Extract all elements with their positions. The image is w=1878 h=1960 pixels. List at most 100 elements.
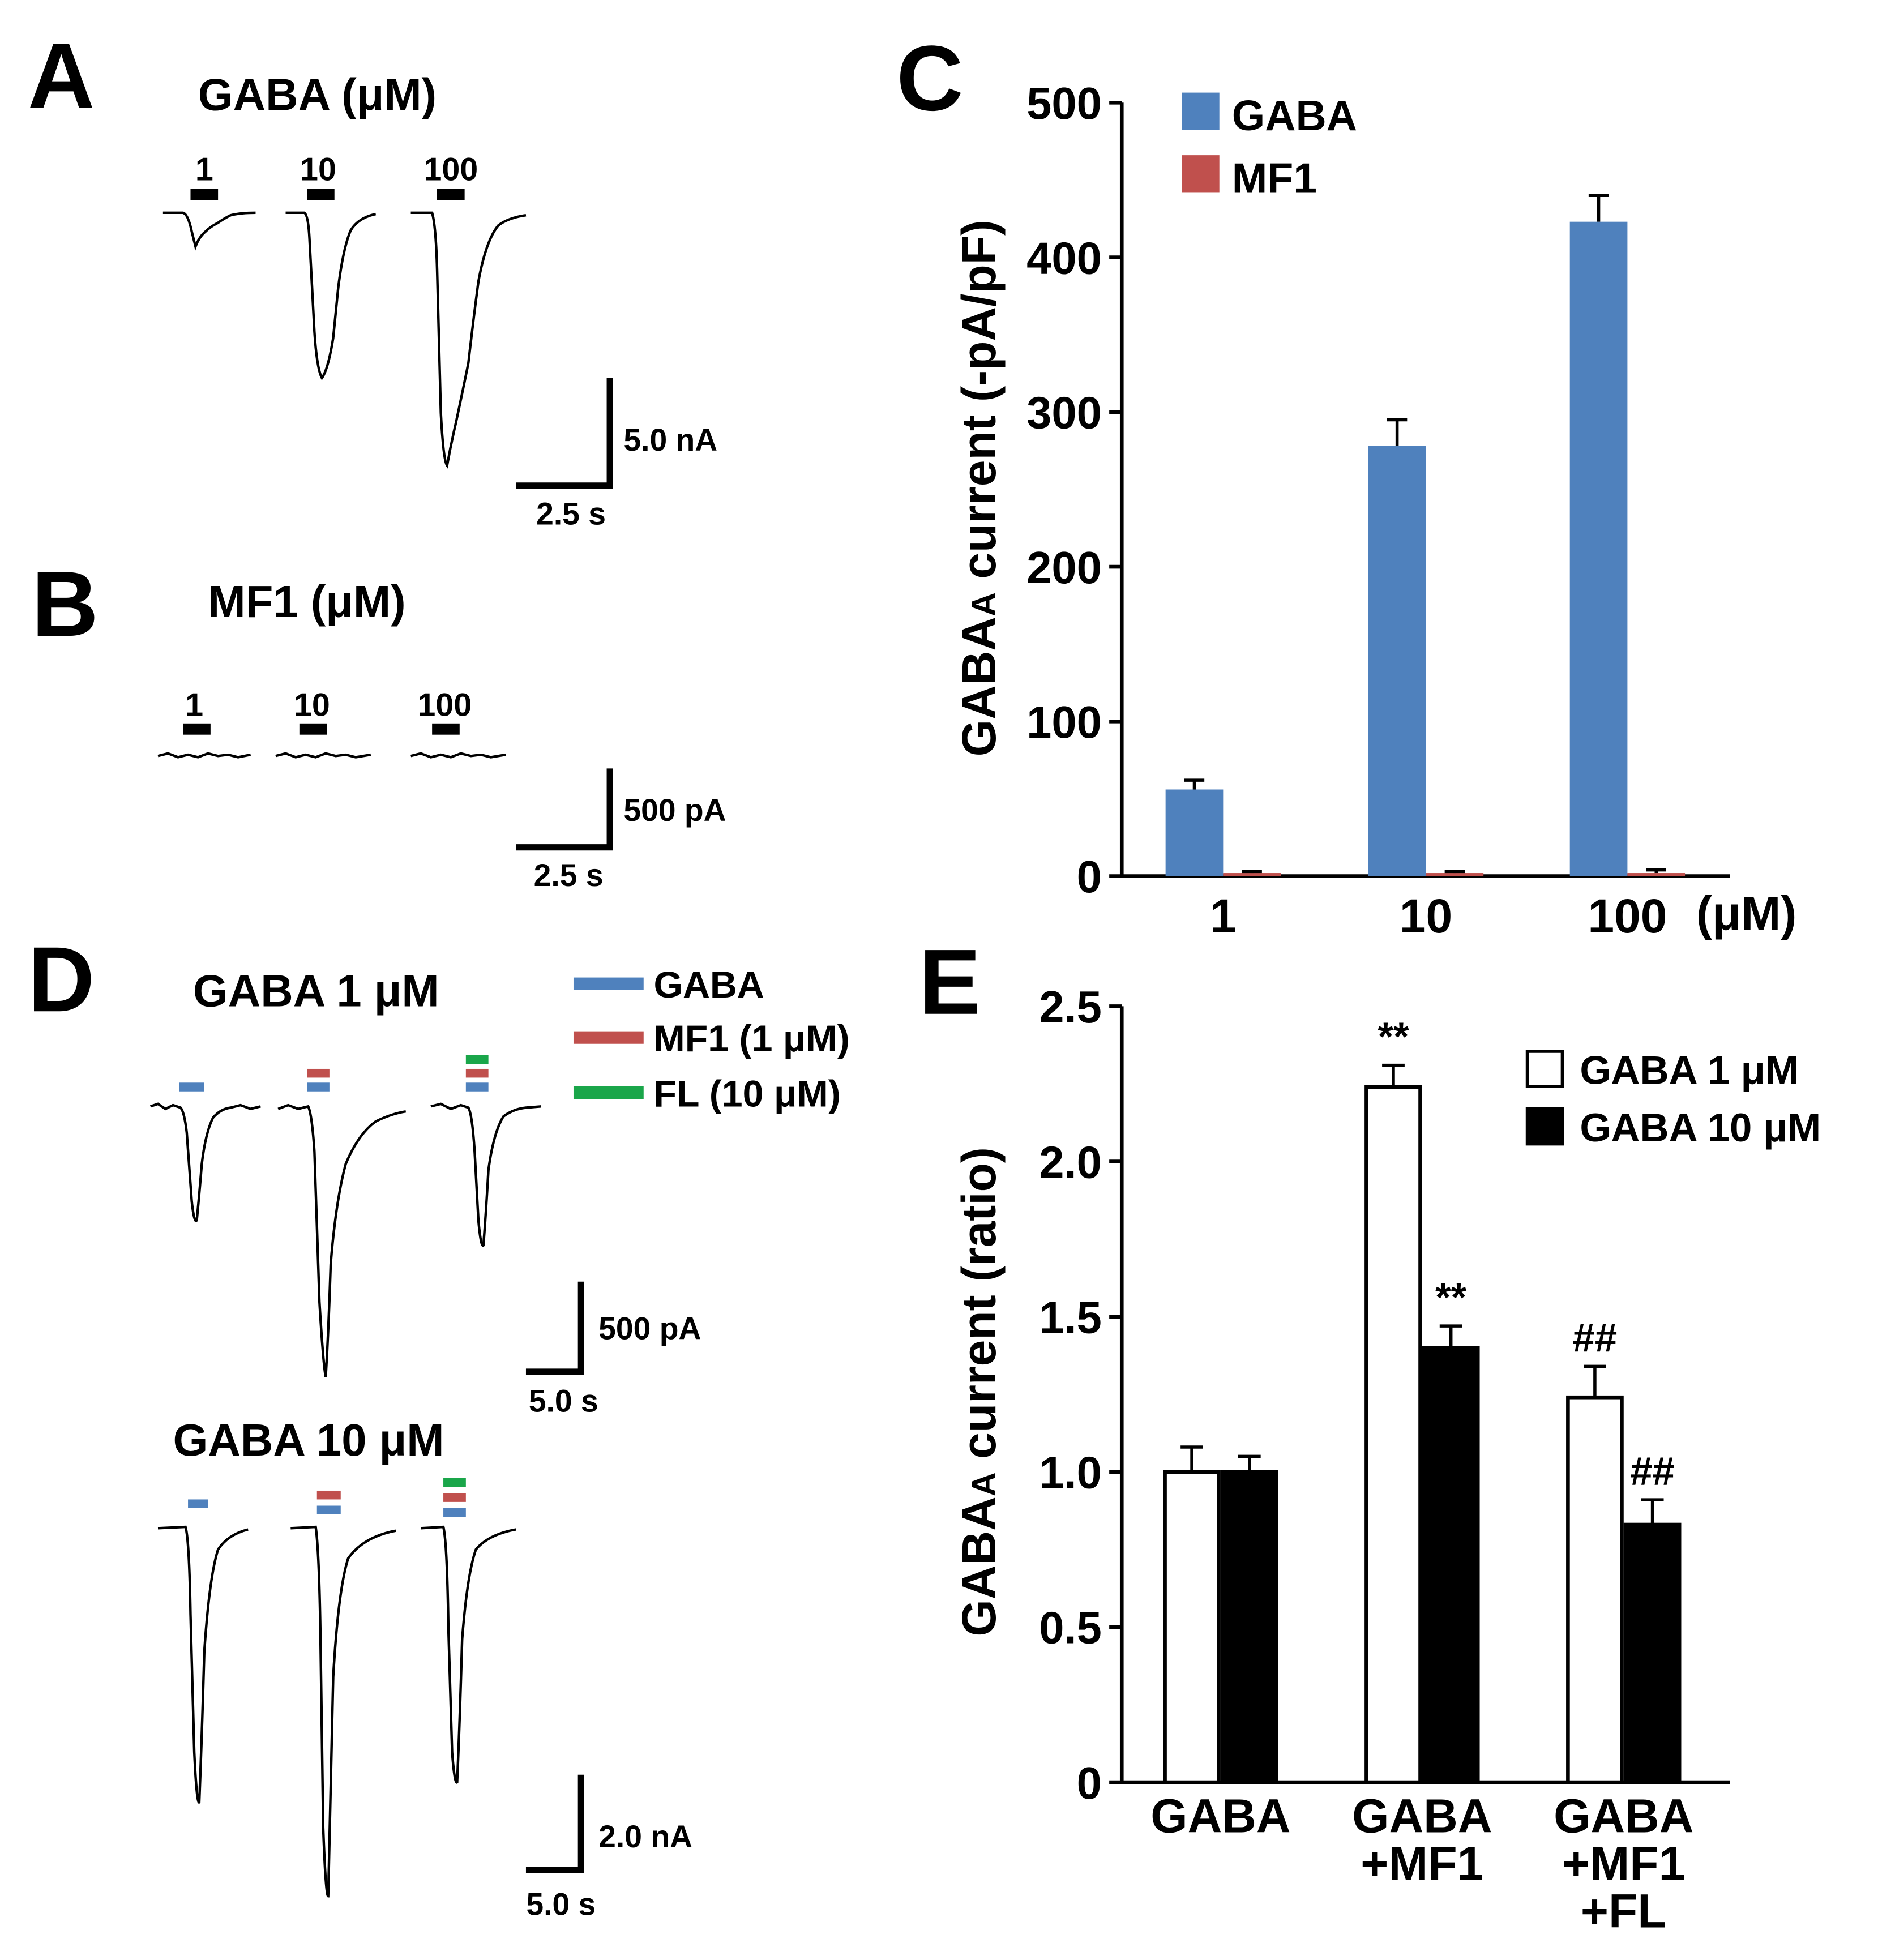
scale-bar-x-label: 2.5 s bbox=[536, 496, 606, 531]
chart-e: 00.51.01.52.02.5**##**##GABA GABA+MF1GABA… bbox=[952, 982, 1821, 1937]
bar-gaba bbox=[1165, 789, 1224, 876]
y-tick-label: 0.5 bbox=[1039, 1603, 1102, 1653]
panel-b: B MF1 (μM) 1 10 100 500 pA 2.5 s bbox=[32, 552, 726, 893]
bar-mf1 bbox=[1223, 873, 1281, 876]
y-axis-label: GABAA current (ratio) bbox=[952, 1147, 1006, 1636]
x-tick-label: +MF1 bbox=[1361, 1837, 1483, 1890]
significance-mark: ## bbox=[1573, 1315, 1618, 1360]
bar-gaba bbox=[1569, 221, 1628, 876]
legend-label: GABA 10 μM bbox=[1580, 1105, 1821, 1150]
gaba-application-bar bbox=[179, 1082, 204, 1092]
legend-label: GABA 1 μM bbox=[1580, 1047, 1798, 1092]
current-trace-gaba10-control bbox=[157, 1525, 249, 1804]
mf1-application-bar bbox=[316, 1490, 341, 1500]
scale-bar bbox=[525, 1281, 584, 1375]
application-bar bbox=[299, 723, 327, 735]
y-tick-label: 100 bbox=[1026, 697, 1102, 747]
current-trace-gaba-100 bbox=[410, 211, 527, 469]
current-trace-gaba10-mf1-fl bbox=[421, 1525, 516, 1784]
application-bar bbox=[437, 189, 465, 200]
legend-swatch-gaba bbox=[573, 977, 644, 990]
y-axis-label-subscript: A bbox=[965, 1472, 1003, 1496]
bar-gaba-1uM bbox=[1163, 1470, 1221, 1784]
scale-bar bbox=[516, 768, 613, 851]
y-axis-label-main: GABA bbox=[952, 1496, 1006, 1636]
current-trace-gaba-10 bbox=[285, 211, 377, 380]
y-axis-label-subscript: A bbox=[965, 592, 1003, 617]
y-tick-label: 1.0 bbox=[1039, 1448, 1102, 1498]
panel-d-title-top: GABA 1 μM bbox=[193, 965, 439, 1016]
y-tick-label: 500 bbox=[1026, 78, 1102, 129]
gaba-application-bar bbox=[188, 1499, 208, 1508]
scale-bar-x-label: 5.0 s bbox=[529, 1384, 598, 1419]
current-trace-mf1-100 bbox=[410, 752, 506, 759]
panel-e-letter: E bbox=[919, 930, 981, 1034]
legend-label: GABA bbox=[1232, 92, 1357, 139]
bar-gaba-10uM bbox=[1623, 1522, 1682, 1784]
panel-d-letter: D bbox=[28, 927, 95, 1031]
bar-gaba-1uM bbox=[1364, 1085, 1422, 1784]
significance-mark: ## bbox=[1630, 1449, 1675, 1493]
y-tick-label: 0 bbox=[1077, 1758, 1102, 1808]
scale-bar-y-label: 5.0 nA bbox=[623, 422, 717, 457]
y-tick-label: 2.5 bbox=[1039, 982, 1102, 1032]
gaba-application-bar bbox=[316, 1505, 341, 1514]
panel-a-label-10: 10 bbox=[300, 151, 336, 187]
bar-gaba bbox=[1368, 446, 1426, 876]
x-tick-label: +MF1 bbox=[1562, 1837, 1685, 1890]
current-trace-gaba-1 bbox=[162, 211, 256, 251]
panel-e: E 00.51.01.52.02.5**##**##GABA GABA+MF1GA… bbox=[919, 930, 1821, 1938]
x-tick-label: GABA bbox=[1554, 1790, 1693, 1843]
legend-swatch bbox=[1525, 1050, 1564, 1088]
panel-b-letter: B bbox=[32, 552, 99, 656]
panel-b-title: MF1 (μM) bbox=[208, 576, 405, 627]
legend-swatch bbox=[1182, 92, 1220, 130]
panel-a: A GABA (μM) 1 10 100 5.0 nA 2.5 s bbox=[28, 24, 717, 531]
panel-a-label-100: 100 bbox=[423, 151, 478, 187]
panel-d: D GABA 1 μM GABA MF1 (1 μM) FL (10 μM) 5… bbox=[28, 927, 850, 1922]
mf1-application-bar bbox=[307, 1068, 330, 1078]
x-tick-label: +FL bbox=[1581, 1885, 1667, 1938]
current-trace-mf1-10 bbox=[275, 752, 371, 759]
application-bar bbox=[190, 189, 219, 200]
scale-bar-y-label: 500 pA bbox=[623, 793, 726, 828]
y-tick-label: 1.5 bbox=[1039, 1292, 1102, 1342]
significance-mark: ** bbox=[1435, 1275, 1467, 1320]
panel-a-letter: A bbox=[28, 24, 95, 127]
panel-c-letter: C bbox=[896, 27, 963, 130]
legend-label-fl: FL (10 μM) bbox=[653, 1073, 840, 1115]
panel-b-label-1: 1 bbox=[185, 687, 203, 724]
y-tick-label: 300 bbox=[1026, 388, 1102, 438]
x-tick-label: GABA bbox=[1150, 1790, 1290, 1843]
legend-label: MF1 bbox=[1232, 154, 1317, 202]
legend-swatch-mf1 bbox=[573, 1031, 644, 1044]
y-tick-label: 2.0 bbox=[1039, 1137, 1102, 1187]
panel-a-title: GABA (μM) bbox=[198, 70, 437, 120]
fl-application-bar bbox=[465, 1055, 489, 1064]
bar-mf1 bbox=[1627, 873, 1686, 876]
scale-bar-x-label: 2.5 s bbox=[534, 858, 604, 893]
gaba-application-bar bbox=[307, 1082, 330, 1092]
y-tick-label: 400 bbox=[1026, 233, 1102, 283]
x-tick-label: 10 bbox=[1400, 889, 1452, 943]
y-tick-label: 200 bbox=[1026, 542, 1102, 593]
application-bar bbox=[432, 723, 460, 735]
x-axis-unit: (μM) bbox=[1696, 887, 1796, 940]
significance-mark: ** bbox=[1378, 1014, 1409, 1059]
legend-label-mf1: MF1 (1 μM) bbox=[653, 1018, 849, 1060]
mf1-application-bar bbox=[465, 1068, 489, 1078]
application-bar bbox=[307, 189, 335, 200]
x-tick-label: 100 bbox=[1588, 889, 1667, 943]
y-axis-label-main: GABA bbox=[952, 617, 1006, 756]
scale-bar-y-label: 500 pA bbox=[598, 1311, 701, 1346]
bar-gaba-10uM bbox=[1220, 1470, 1278, 1784]
panel-d-title-bottom: GABA 10 μM bbox=[173, 1415, 444, 1465]
legend-label-gaba: GABA bbox=[653, 964, 764, 1006]
y-axis-label: GABAA current (-pA/pF) bbox=[952, 220, 1006, 756]
y-tick-label: 0 bbox=[1077, 851, 1102, 902]
panel-b-label-10: 10 bbox=[294, 687, 330, 724]
current-trace-gaba1-mf1 bbox=[277, 1103, 407, 1377]
